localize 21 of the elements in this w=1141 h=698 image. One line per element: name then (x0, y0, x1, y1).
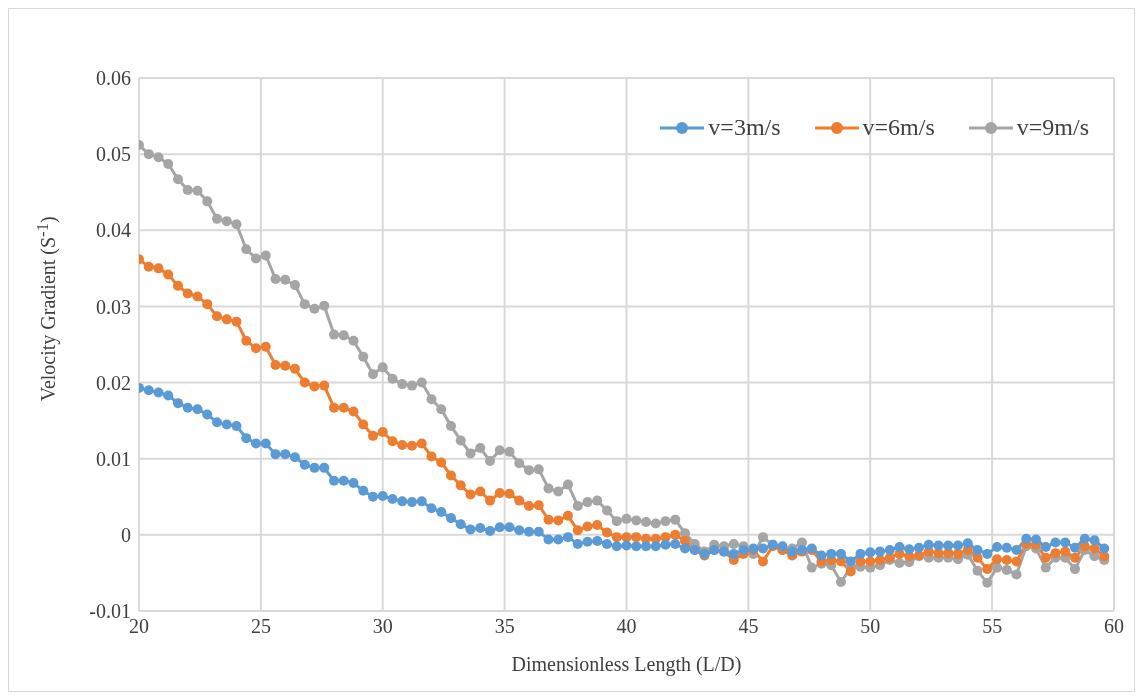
x-axis-title: Dimensionless Length (L/D) (511, 653, 742, 676)
y-tick-label: -0.01 (89, 600, 131, 623)
x-tick-label: 25 (250, 615, 271, 638)
x-tick-label: 55 (982, 615, 1003, 638)
x-tick-label: 20 (129, 615, 149, 638)
x-tick-label: 50 (860, 615, 881, 638)
y-tick-label: 0.02 (96, 371, 131, 394)
x-tick-label: 30 (372, 615, 393, 638)
y-tick-label: 0 (121, 523, 131, 546)
y-tick-label: 0.01 (96, 447, 131, 470)
y-tick-label: 0.03 (96, 295, 131, 318)
x-tick-label: 45 (738, 615, 759, 638)
y-tick-label: 0.06 (96, 67, 131, 90)
x-tick-label: 40 (616, 615, 637, 638)
x-tick-label: 35 (494, 615, 515, 638)
legend-label: v=6m/s (862, 114, 935, 141)
legend-label: v=9m/s (1016, 114, 1089, 141)
x-tick-label: 60 (1104, 615, 1124, 638)
legend-label: v=3m/s (708, 114, 781, 141)
y-tick-label: 0.04 (96, 219, 131, 242)
y-tick-label: 0.05 (96, 143, 131, 166)
